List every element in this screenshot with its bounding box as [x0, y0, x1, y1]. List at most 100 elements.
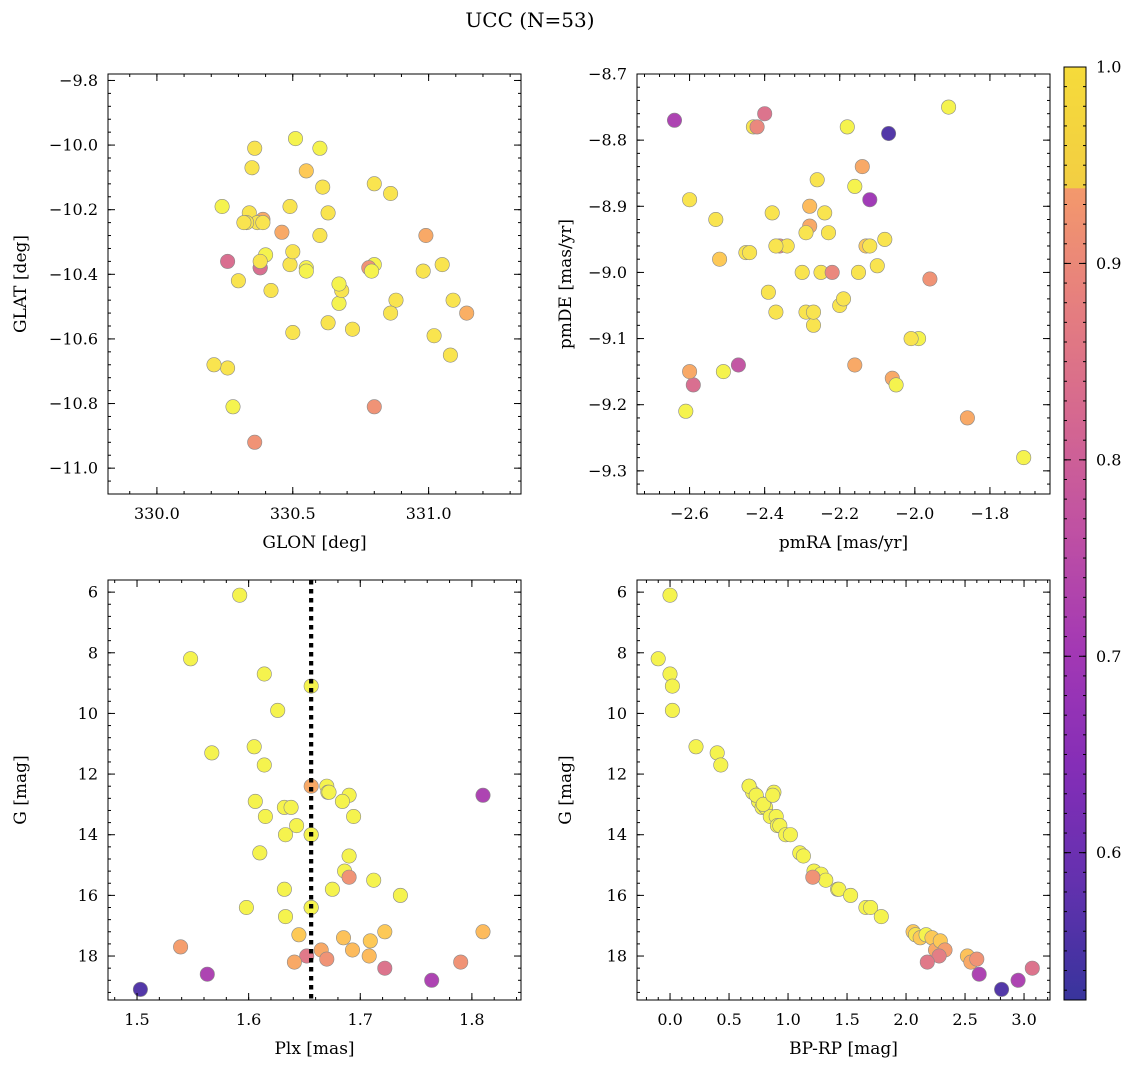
- data-point: [795, 848, 811, 864]
- data-point: [888, 377, 904, 393]
- data-point: [760, 284, 776, 300]
- y-axis-label: pmDE [mas/yr]: [556, 219, 576, 349]
- data-point: [377, 924, 393, 940]
- data-point: [282, 257, 298, 273]
- data-point: [1010, 972, 1026, 988]
- data-point: [765, 787, 781, 803]
- y-tick-label: −10.2: [49, 200, 98, 219]
- y-tick-label: 14: [78, 825, 98, 844]
- y-tick-label: −8.7: [588, 65, 627, 84]
- data-point: [320, 315, 336, 331]
- y-tick-label: −8.9: [588, 197, 627, 216]
- ticks: [108, 579, 521, 1000]
- data-point: [688, 739, 704, 755]
- data-point: [805, 304, 821, 320]
- data-point: [312, 228, 328, 244]
- data-point: [277, 827, 293, 843]
- data-point: [362, 933, 378, 949]
- data-point: [445, 292, 461, 308]
- data-point: [831, 881, 847, 897]
- y-tick-label: −10.4: [49, 265, 98, 284]
- plot-area: [637, 74, 1050, 494]
- data-point: [276, 881, 292, 897]
- data-point: [662, 587, 678, 603]
- colorbar-tick-label: 0.7: [1096, 647, 1121, 666]
- data-point: [246, 739, 262, 755]
- x-axis-label: GLON [deg]: [262, 533, 366, 553]
- data-point: [244, 160, 260, 176]
- data-point: [366, 176, 382, 192]
- data-point: [805, 869, 821, 885]
- data-point: [312, 140, 328, 156]
- data-point: [678, 403, 694, 419]
- data-point: [666, 112, 682, 128]
- data-point: [274, 224, 290, 240]
- y-axis-label: G [mag]: [556, 755, 576, 824]
- axes-frame: [636, 73, 1051, 495]
- data-point: [426, 328, 442, 344]
- y-axis-label: GLAT [deg]: [11, 235, 31, 333]
- y-tick-label: −9.3: [588, 461, 627, 480]
- data-point: [383, 305, 399, 321]
- data-point: [289, 818, 305, 834]
- data-point: [1024, 960, 1040, 976]
- data-point: [712, 251, 728, 267]
- data-point: [459, 305, 475, 321]
- x-tick-label: −1.8: [970, 504, 1009, 523]
- data-point: [286, 954, 302, 970]
- y-tick-label: 16: [78, 886, 98, 905]
- data-point: [941, 99, 957, 115]
- figure-title: UCC (N=53): [465, 8, 594, 32]
- data-point: [802, 198, 818, 214]
- data-point: [742, 245, 758, 261]
- data-point: [238, 899, 254, 915]
- data-point: [335, 930, 351, 946]
- data-point: [388, 292, 404, 308]
- data-point: [873, 909, 889, 925]
- data-point: [204, 745, 220, 761]
- data-point: [664, 702, 680, 718]
- data-point: [282, 199, 298, 215]
- data-point: [183, 651, 199, 667]
- data-point: [1016, 450, 1032, 466]
- y-tick-label: 6: [617, 583, 627, 602]
- y-tick-label: 10: [78, 704, 98, 723]
- data-point: [232, 587, 248, 603]
- data-point: [298, 263, 314, 279]
- data-point: [847, 357, 863, 373]
- data-point: [843, 887, 859, 903]
- panel-plx-g: 1.5 1.6 1.7 1.8 6 8 10 12 14 16 18 Plx [mas] G [mag]: [11, 579, 522, 1059]
- y-tick-label: −10.6: [49, 329, 98, 348]
- y-tick-label: −9.2: [588, 395, 627, 414]
- data-point: [383, 186, 399, 202]
- y-tick-label: −10.8: [49, 394, 98, 413]
- data-point: [919, 954, 935, 970]
- data-point: [298, 163, 314, 179]
- colorbar-tick-label: 0.6: [1096, 843, 1121, 862]
- data-point: [315, 179, 331, 195]
- data-point: [682, 364, 698, 380]
- data-point: [291, 927, 307, 943]
- x-tick-label: 1.0: [775, 1010, 800, 1029]
- data-point: [214, 199, 230, 215]
- data-point: [922, 271, 938, 287]
- panel-pmra-pmde: −2.6 −2.4 −2.2 −2.0 −1.8 −8.7 −8.8 −8.9 −9.0 −9.1…: [556, 65, 1051, 553]
- data-point: [475, 787, 491, 803]
- data-point: [424, 972, 440, 988]
- panel-glon-glat: 330.0 330.5 331.0 −9.8 −10.0 −10.2 −10.4 −10.6 −…: [11, 71, 522, 553]
- data-point: [749, 119, 765, 135]
- data-point: [817, 205, 833, 221]
- panel-bprp-g: 0.0 0.5 1.0 1.5 2.0 2.5 3.0 6 8 10 12 14 16 18 BP-RP […: [556, 579, 1051, 1059]
- data-point: [324, 881, 340, 897]
- data-point: [287, 131, 303, 147]
- data-point: [283, 799, 299, 815]
- y-tick-label: 14: [607, 825, 627, 844]
- data-point: [270, 702, 286, 718]
- data-point: [334, 793, 350, 809]
- data-point: [344, 321, 360, 337]
- data-point: [220, 360, 236, 376]
- data-point: [453, 954, 469, 970]
- ticks: [637, 579, 1050, 1000]
- colorbar-tick-label: 0.8: [1096, 450, 1121, 469]
